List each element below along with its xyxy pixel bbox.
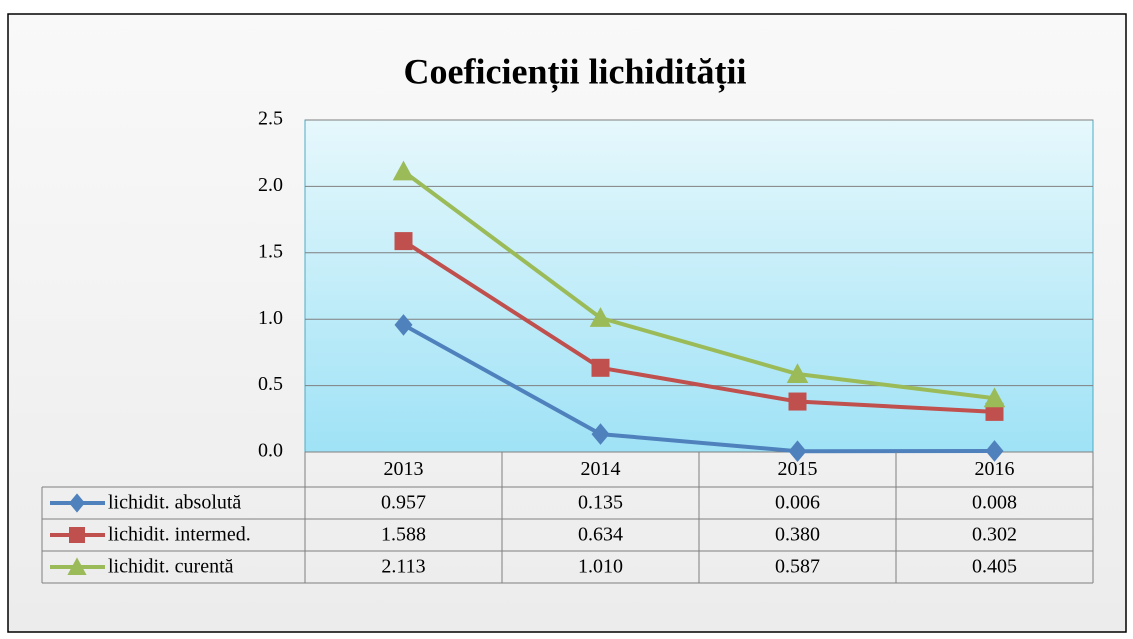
table-value: 0.135 <box>578 492 623 514</box>
legend-label: lichidit. curentă <box>108 556 234 578</box>
marker <box>788 392 807 411</box>
y-tick-label: 0.5 <box>258 373 283 395</box>
chart-title: Coeficienții lichidității <box>404 51 747 92</box>
marker <box>591 358 610 377</box>
series-line <box>402 169 995 401</box>
x-tick-label: 2013 <box>384 458 424 480</box>
y-tick-label: 0.0 <box>258 440 283 462</box>
legend-key-marker <box>69 493 85 513</box>
marker <box>985 402 1004 421</box>
marker <box>394 232 413 251</box>
y-tick-label: 1.5 <box>258 240 283 262</box>
y-tick-label: 2.0 <box>258 174 283 196</box>
table-value: 0.302 <box>972 524 1017 546</box>
plot-area <box>304 119 1094 453</box>
y-tick-label: 2.5 <box>258 108 283 130</box>
y-tick-label: 1.0 <box>258 307 283 329</box>
marker <box>983 387 1006 408</box>
series-line <box>402 323 995 454</box>
marker <box>394 314 413 336</box>
marker <box>392 160 415 181</box>
table-value: 0.634 <box>578 524 623 546</box>
table-value: 1.010 <box>578 556 623 578</box>
x-tick-label: 2014 <box>581 458 621 480</box>
legend-label: lichidit. intermed. <box>108 524 251 546</box>
x-tick-label: 2015 <box>778 458 818 480</box>
marker <box>786 363 809 384</box>
legend-key-marker <box>67 557 87 575</box>
legend-key-marker <box>69 527 85 543</box>
table-value: 0.587 <box>775 556 820 578</box>
table-value: 0.957 <box>381 492 426 514</box>
table-value: 0.380 <box>775 524 820 546</box>
legend-label: lichidit. absolută <box>108 492 241 514</box>
table-value: 2.113 <box>381 556 425 578</box>
marker <box>788 440 807 463</box>
marker <box>589 307 612 327</box>
series-line <box>402 239 995 414</box>
table-value: 0.008 <box>972 492 1017 514</box>
table-value: 0.405 <box>972 556 1017 578</box>
marker <box>985 440 1004 462</box>
x-tick-label: 2016 <box>975 458 1015 480</box>
table-value: 1.588 <box>381 524 426 546</box>
marker <box>591 423 610 445</box>
table-value: 0.006 <box>775 492 820 514</box>
